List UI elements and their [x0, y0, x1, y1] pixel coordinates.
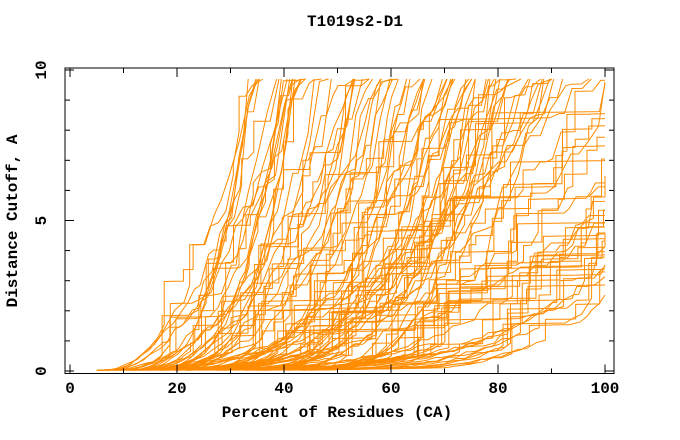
model-curve	[175, 78, 454, 371]
model-curve	[197, 276, 606, 371]
model-curve	[96, 78, 280, 371]
model-curve	[102, 78, 590, 371]
y-tick-label: 5	[33, 216, 51, 226]
x-tick-label: 40	[274, 380, 293, 398]
model-curve	[184, 78, 408, 371]
model-curve	[256, 78, 529, 371]
model-curve	[298, 256, 606, 371]
x-tick-label: 80	[488, 380, 507, 398]
model-curve	[223, 78, 553, 371]
model-curve	[145, 78, 296, 371]
model-curves-layer	[96, 78, 606, 371]
model-curve	[106, 78, 302, 371]
model-curve	[308, 78, 467, 371]
y-tick-labels: 0 5 10	[33, 60, 51, 375]
y-tick-label: 10	[33, 60, 51, 79]
model-curve	[260, 78, 541, 371]
model-curve	[106, 78, 543, 371]
x-tick-label: 100	[591, 380, 620, 398]
model-curve	[130, 78, 294, 371]
model-curve	[134, 78, 301, 371]
x-tick-label: 60	[381, 380, 400, 398]
model-curve	[119, 78, 306, 371]
model-curve	[132, 78, 282, 371]
model-curve	[119, 78, 293, 371]
x-tick-labels: 0 20 40 60 80 100	[65, 380, 619, 398]
chart-title: T1019s2-D1	[307, 13, 403, 31]
y-tick-label: 0	[33, 366, 51, 376]
model-curve	[246, 78, 517, 371]
model-curve	[160, 78, 370, 371]
model-curve	[160, 78, 322, 371]
axis-ticks-layer	[65, 68, 614, 374]
model-curve	[100, 79, 606, 371]
x-axis-label: Percent of Residues (CA)	[222, 404, 452, 422]
model-curve	[130, 78, 398, 371]
x-tick-label: 0	[65, 380, 75, 398]
model-curve	[214, 78, 470, 371]
model-curve	[97, 78, 249, 371]
model-curve	[107, 78, 260, 371]
x-tick-label: 20	[167, 380, 186, 398]
model-curve	[102, 78, 260, 371]
model-curve	[116, 78, 315, 371]
model-curve	[174, 175, 606, 371]
model-curve	[154, 78, 443, 371]
model-curve	[97, 78, 288, 371]
y-axis-label: Distance Cutoff, A	[4, 134, 22, 307]
